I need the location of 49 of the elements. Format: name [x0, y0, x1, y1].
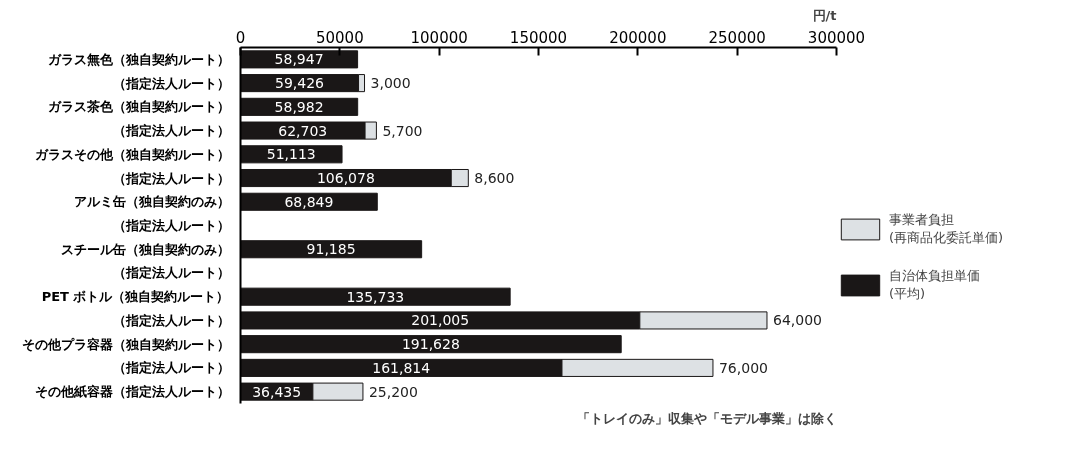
data-label: 25,200: [368, 383, 418, 400]
y-tick-label: PET ボトル（独自契約ルート）: [41, 289, 230, 305]
data-label: 68,849: [284, 193, 334, 210]
data-label: 201,005: [411, 312, 470, 329]
data-label: 106,078: [316, 170, 375, 187]
legend-label: 自治体負担単価 (平均): [889, 267, 980, 303]
y-tick-label: （指定法人ルート）: [112, 265, 230, 281]
y-tick-label: アルミ缶（独自契約のみ）: [73, 194, 230, 210]
y-tick-label: （指定法人ルート）: [112, 170, 230, 186]
data-label: 58,982: [274, 98, 324, 115]
data-label: 161,814: [372, 359, 431, 376]
x-tick-label: 100000: [410, 28, 468, 47]
data-label: 36,435: [252, 383, 302, 400]
data-label: 5,700: [382, 122, 423, 139]
data-label: 8,600: [474, 170, 515, 187]
data-label: 76,000: [718, 359, 768, 376]
data-label: 58,947: [274, 51, 324, 68]
data-label: 64,000: [772, 312, 822, 329]
data-label: 3,000: [370, 75, 411, 92]
data-label: 62,703: [278, 122, 328, 139]
data-label: 59,426: [275, 75, 325, 92]
y-tick-label: その他プラ容器（独自契約ルート）: [21, 336, 230, 352]
y-tick-label: ガラス茶色（独自契約ルート）: [47, 99, 230, 115]
y-tick-label: ガラスその他（独自契約ルート）: [34, 146, 230, 162]
bar: [240, 240, 423, 259]
y-tick-label: （指定法人ルート）: [112, 312, 230, 328]
x-tick-label: 250000: [708, 28, 766, 47]
y-tick-label: その他紙容器（指定法人ルート）: [34, 384, 230, 400]
data-label: 51,113: [266, 146, 316, 163]
legend-label: 事業者負担 (再商品化委託単価): [889, 211, 1004, 247]
x-tick-label: 150000: [509, 28, 568, 47]
x-axis-title: 円/t: [812, 7, 837, 23]
data-label: 135,733: [346, 288, 405, 305]
x-tick-label: 50000: [315, 28, 364, 47]
x-tick-label: 300000: [807, 28, 866, 47]
data-label: 91,185: [306, 241, 356, 258]
bar: [240, 287, 511, 306]
bar: [240, 50, 359, 69]
bar: [240, 335, 622, 354]
y-tick-label: （指定法人ルート）: [112, 123, 230, 139]
x-tick-label: 200000: [609, 28, 667, 47]
data-label: 191,628: [401, 336, 460, 353]
y-tick-label: スチール缶（独自契約のみ）: [60, 241, 230, 257]
y-tick-label: （指定法人ルート）: [112, 218, 230, 233]
y-tick-label: （指定法人ルート）: [112, 360, 230, 376]
y-tick-label: ガラス無色（独自契約ルート）: [47, 51, 230, 67]
text: 「トレイのみ」収集や「モデル事業」は除く: [576, 410, 837, 426]
y-tick-label: （指定法人ルート）: [112, 75, 230, 91]
x-tick-label: 0: [235, 28, 246, 47]
